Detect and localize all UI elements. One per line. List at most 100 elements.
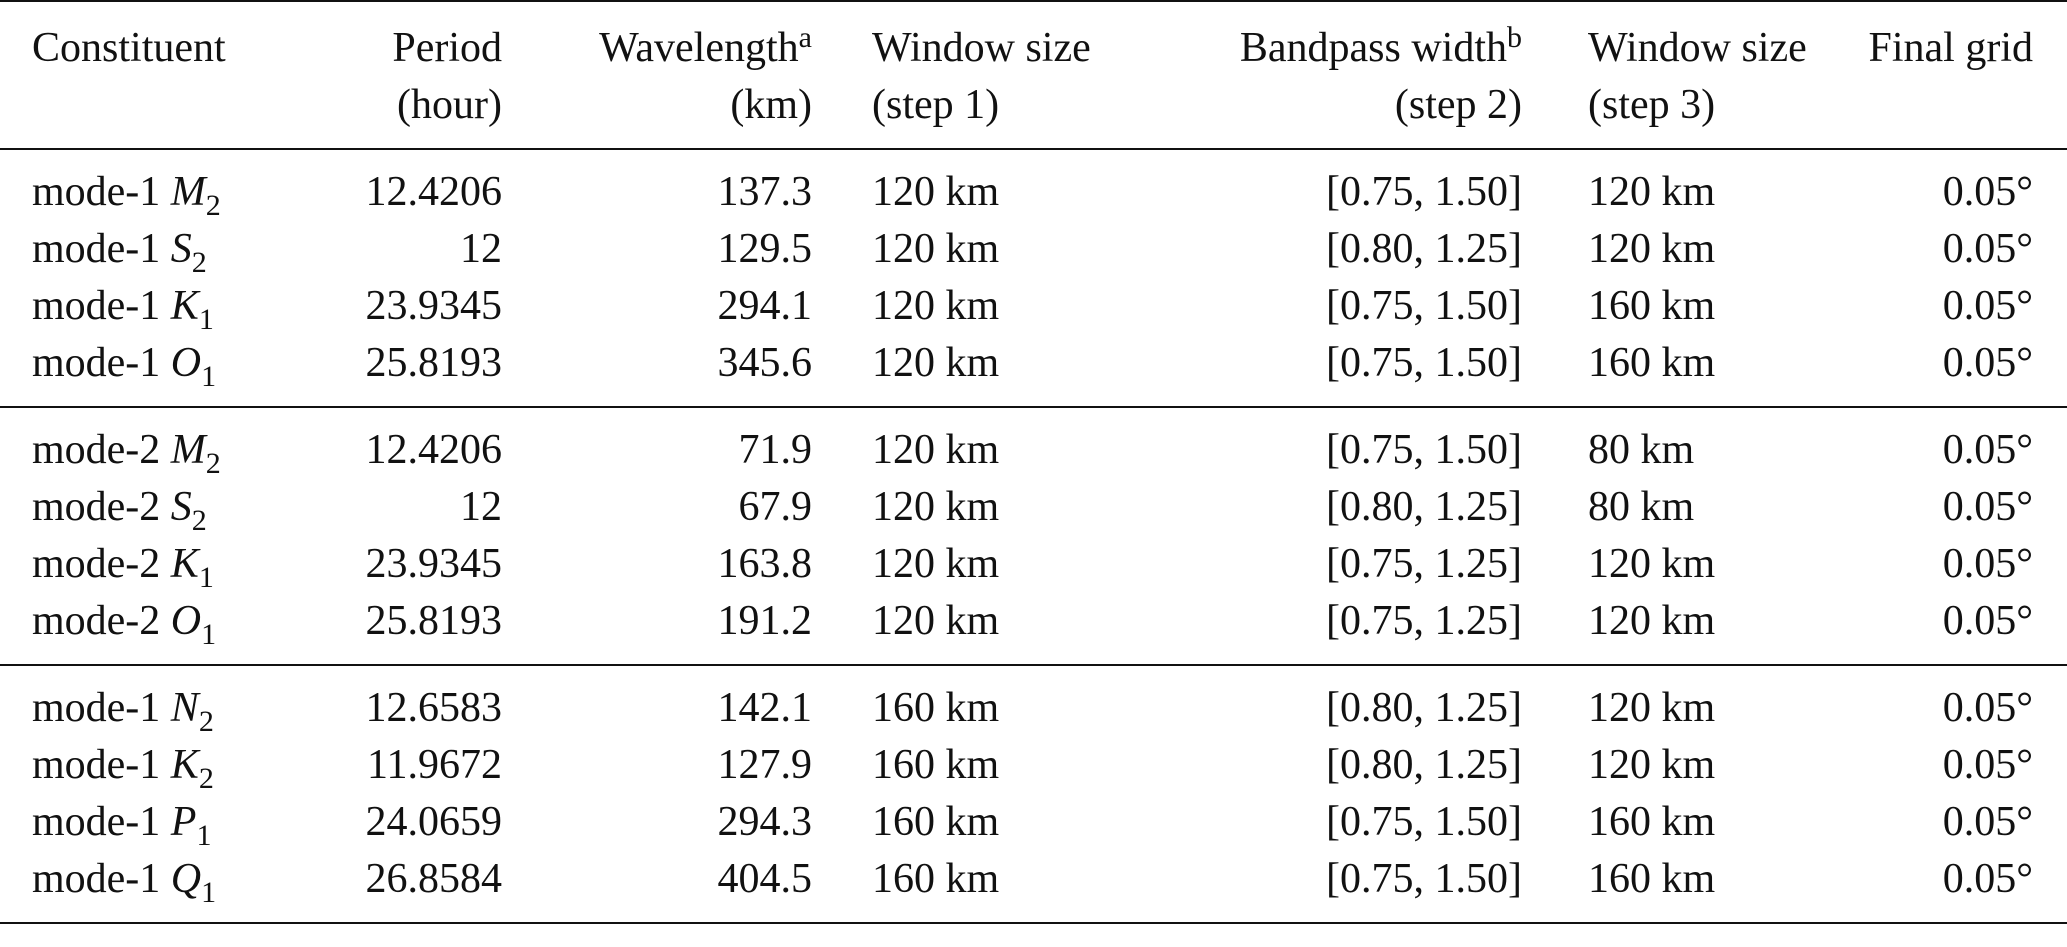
table-row: mode-1 S2 12 129.5 120 km [0.80, 1.25] 120 km… xyxy=(0,221,2067,278)
constituent-mode: mode-1 xyxy=(32,856,161,902)
cell-wavelength: 163.8 xyxy=(717,541,813,587)
cell-constituent: mode-1 P1 xyxy=(0,794,342,851)
constituent-subscript: 2 xyxy=(191,504,207,537)
footnote-marker-b: b xyxy=(1507,21,1522,54)
cell-bandpass: [0.75, 1.50] xyxy=(1326,169,1522,215)
table-row: mode-2 M2 12.4206 71.9 120 km [0.75, 1.50] 80… xyxy=(0,407,2067,479)
cell-window-size-3: 120 km xyxy=(1588,742,1716,788)
cell-bandpass: [0.75, 1.50] xyxy=(1326,340,1522,386)
cell-wavelength: 191.2 xyxy=(717,598,813,644)
table-row: mode-2 K1 23.9345 163.8 120 km [0.75, 1.25] 1… xyxy=(0,536,2067,593)
cell-wavelength: 404.5 xyxy=(717,856,813,902)
cell-period: 23.9345 xyxy=(365,541,503,587)
cell-constituent: mode-1 M2 xyxy=(0,149,342,221)
constituent-symbol: O xyxy=(170,340,202,386)
constituent-mode: mode-1 xyxy=(32,685,161,731)
constituent-mode: mode-2 xyxy=(32,427,161,473)
header-wavelength: Wavelength xyxy=(599,25,799,71)
constituent-mode: mode-1 xyxy=(32,340,161,386)
cell-window-size-3: 120 km xyxy=(1588,685,1716,731)
cell-window-size-1: 120 km xyxy=(872,541,1000,587)
header-period-unit: (hour) xyxy=(397,82,502,128)
header-wavelength-cell: Wavelengtha xyxy=(502,0,812,77)
cell-period: 12 xyxy=(460,226,502,272)
constituent-subscript: 1 xyxy=(201,876,217,909)
cell-window-size-3: 120 km xyxy=(1588,169,1716,215)
cell-constituent: mode-1 S2 xyxy=(0,221,342,278)
constituent-subscript: 1 xyxy=(201,360,217,393)
cell-bandpass: [0.75, 1.25] xyxy=(1326,541,1522,587)
cell-wavelength: 142.1 xyxy=(717,685,813,731)
cell-period: 11.9672 xyxy=(367,742,502,788)
cell-window-size-3: 160 km xyxy=(1588,799,1716,845)
cell-wavelength: 137.3 xyxy=(717,169,813,215)
constituent-subscript: 2 xyxy=(191,246,207,279)
header-period: Period xyxy=(342,0,502,77)
table-row: mode-1 N2 12.6583 142.1 160 km [0.80, 1.25] 1… xyxy=(0,665,2067,737)
cell-final-grid: 0.05° xyxy=(1942,685,2033,731)
constituent-symbol: P xyxy=(170,799,197,845)
cell-window-size-1: 120 km xyxy=(872,484,1000,530)
header-window-size-1-step: (step 1) xyxy=(872,82,1000,128)
cell-constituent: mode-2 O1 xyxy=(0,593,342,665)
cell-final-grid: 0.05° xyxy=(1942,856,2033,902)
header-row-2: (hour) (km) (step 1) (step 2) (step 3) xyxy=(0,77,2067,149)
footnote-marker-a: a xyxy=(798,21,812,54)
cell-bandpass: [0.80, 1.25] xyxy=(1326,484,1522,530)
cell-window-size-3: 120 km xyxy=(1588,541,1716,587)
table-body: mode-1 M2 12.4206 137.3 120 km [0.75, 1.50] 1… xyxy=(0,149,2067,923)
cell-constituent: mode-2 K1 xyxy=(0,536,342,593)
header-window-size-3: Window size xyxy=(1522,0,1838,77)
table-row: mode-1 O1 25.8193 345.6 120 km [0.75, 1.50] 1… xyxy=(0,335,2067,407)
cell-constituent: mode-2 S2 xyxy=(0,479,342,536)
constituent-mode: mode-1 xyxy=(32,226,161,272)
constituent-mode: mode-2 xyxy=(32,541,161,587)
cell-wavelength: 71.9 xyxy=(738,427,813,473)
header-bandpass-step: (step 2) xyxy=(1394,82,1522,128)
cell-window-size-1: 160 km xyxy=(872,799,1000,845)
cell-window-size-3: 80 km xyxy=(1588,427,1695,473)
cell-bandpass: [0.80, 1.25] xyxy=(1326,742,1522,788)
header-constituent-unit xyxy=(0,77,342,149)
cell-window-size-3: 80 km xyxy=(1588,484,1695,530)
cell-window-size-3: 160 km xyxy=(1588,283,1716,329)
table-row: mode-1 P1 24.0659 294.3 160 km [0.75, 1.50] 1… xyxy=(0,794,2067,851)
cell-final-grid: 0.05° xyxy=(1942,742,2033,788)
cell-period: 12 xyxy=(460,484,502,530)
cell-constituent: mode-2 M2 xyxy=(0,407,342,479)
constituent-symbol: M xyxy=(170,427,206,473)
cell-period: 26.8584 xyxy=(365,856,503,902)
constituent-mode: mode-1 xyxy=(32,742,161,788)
constituent-symbol: N xyxy=(170,685,199,731)
cell-final-grid: 0.05° xyxy=(1942,283,2033,329)
cell-period: 23.9345 xyxy=(365,283,503,329)
cell-window-size-1: 120 km xyxy=(872,169,1000,215)
constituent-symbol: S xyxy=(170,484,192,530)
constituent-subscript: 1 xyxy=(201,618,217,651)
cell-final-grid: 0.05° xyxy=(1942,427,2033,473)
cell-period: 25.8193 xyxy=(365,598,503,644)
constituent-mode: mode-2 xyxy=(32,484,161,530)
constituent-mode: mode-1 xyxy=(32,283,161,329)
cell-window-size-1: 120 km xyxy=(872,598,1000,644)
table-row: mode-1 M2 12.4206 137.3 120 km [0.75, 1.50] 1… xyxy=(0,149,2067,221)
cell-final-grid: 0.05° xyxy=(1942,340,2033,386)
constituent-subscript: 2 xyxy=(198,762,214,795)
table-header: Constituent Period Wavelengtha Window si… xyxy=(0,0,2067,149)
cell-bandpass: [0.75, 1.50] xyxy=(1326,427,1522,473)
constituent-subscript: 2 xyxy=(205,447,221,480)
cell-wavelength: 294.3 xyxy=(717,799,813,845)
cell-bandpass: [0.75, 1.50] xyxy=(1326,283,1522,329)
cell-wavelength: 345.6 xyxy=(717,340,813,386)
cell-final-grid: 0.05° xyxy=(1942,799,2033,845)
constituent-table: Constituent Period Wavelengtha Window si… xyxy=(0,0,2067,923)
cell-window-size-1: 120 km xyxy=(872,283,1000,329)
table-row: mode-1 K1 23.9345 294.1 120 km [0.75, 1.50] 1… xyxy=(0,278,2067,335)
cell-wavelength: 294.1 xyxy=(717,283,813,329)
table-row: mode-2 S2 12 67.9 120 km [0.80, 1.25] 80 km 0.… xyxy=(0,479,2067,536)
cell-window-size-1: 160 km xyxy=(872,685,1000,731)
constituent-symbol: K xyxy=(170,742,199,788)
header-final-grid: Final grid xyxy=(1838,0,2067,77)
constituent-symbol: K xyxy=(170,541,199,587)
